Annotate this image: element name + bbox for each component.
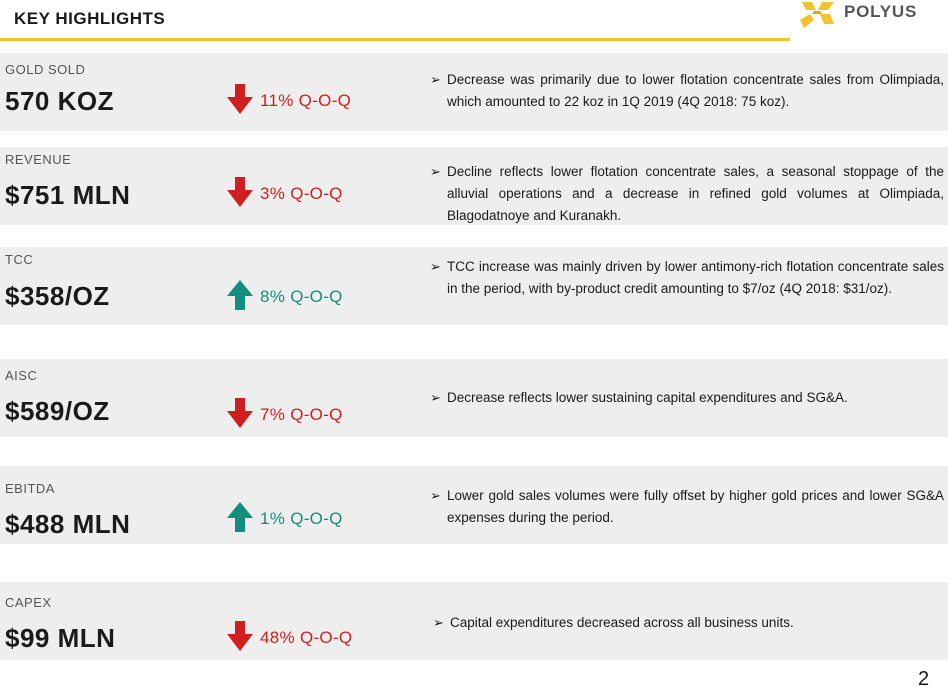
metric-label: REVENUE [5,152,72,167]
page-title: KEY HIGHLIGHTS [14,9,166,28]
polyus-logo-icon [800,2,834,28]
metric-row-capex: CAPEX $99 MLN 48% Q-O-Q ➢ Capital expend… [0,582,948,660]
metric-row-gold-sold: GOLD SOLD 570 KOZ 11% Q-O-Q ➢ Decrease w… [0,53,948,131]
metric-value: $751 MLN [5,180,131,210]
arrow-down-icon [227,398,253,428]
metric-value: $358/OZ [5,281,110,311]
metric-comment-text: Capital expenditures decreased across al… [450,615,794,630]
arrow-bullet-icon: ➢ [430,164,441,179]
metric-value: 570 KOZ [5,86,114,116]
metric-comment: ➢ Lower gold sales volumes were fully of… [430,485,944,529]
metric-value: $488 MLN [5,509,131,539]
arrow-down-icon [227,621,253,651]
change-text: 7% Q-O-Q [260,405,343,424]
metric-comment-text: TCC increase was mainly driven by lower … [447,259,944,296]
metric-comment: ➢ Decline reflects lower flotation conce… [430,161,944,227]
metric-row-ebitda: EBITDA $488 MLN 1% Q-O-Q ➢ Lower gold sa… [0,466,948,544]
change-text: 3% Q-O-Q [260,184,343,203]
metric-label: AISC [5,368,38,383]
change-text: 8% Q-O-Q [260,287,343,306]
page-number: 2 [918,668,930,690]
header-divider [0,38,790,41]
arrow-down-icon [227,177,253,207]
metric-row-tcc: TCC $358/OZ 8% Q-O-Q ➢ TCC increase was … [0,247,948,325]
metric-row-revenue: REVENUE $751 MLN 3% Q-O-Q ➢ Decline refl… [0,147,948,225]
metric-comment-text: Decrease reflects lower sustaining capit… [447,390,848,405]
metric-label: TCC [5,252,34,267]
metric-comment: ➢ Decrease reflects lower sustaining cap… [430,387,944,409]
metric-comment-text: Decline reflects lower flotation concent… [447,164,944,223]
metric-comment-text: Decrease was primarily due to lower flot… [447,72,944,109]
arrow-up-icon [227,280,253,310]
metric-comment: ➢ Decrease was primarily due to lower fl… [430,69,944,113]
metric-comment: ➢ TCC increase was mainly driven by lowe… [430,256,944,300]
arrow-up-icon [227,502,253,532]
arrow-bullet-icon: ➢ [430,259,441,274]
change-text: 11% Q-O-Q [260,91,352,110]
metric-row-aisc: AISC $589/OZ 7% Q-O-Q ➢ Decrease reflect… [0,359,948,437]
metric-comment-text: Lower gold sales volumes were fully offs… [447,488,944,525]
arrow-bullet-icon: ➢ [430,390,441,405]
metric-comment: ➢ Capital expenditures decreased across … [433,612,944,634]
arrow-bullet-icon: ➢ [430,488,441,503]
metric-value: $99 MLN [5,623,116,653]
change-text: 1% Q-O-Q [260,509,343,528]
metric-label: EBITDA [5,481,55,496]
metric-label: CAPEX [5,595,52,610]
arrow-bullet-icon: ➢ [430,72,441,87]
arrow-bullet-icon: ➢ [433,615,444,630]
change-text: 48% Q-O-Q [260,628,353,647]
logo-text: POLYUS [844,2,918,21]
metric-value: $589/OZ [5,396,110,426]
arrow-down-icon [227,84,253,114]
polyus-logo: POLYUS [796,0,948,32]
metric-label: GOLD SOLD [5,62,86,77]
